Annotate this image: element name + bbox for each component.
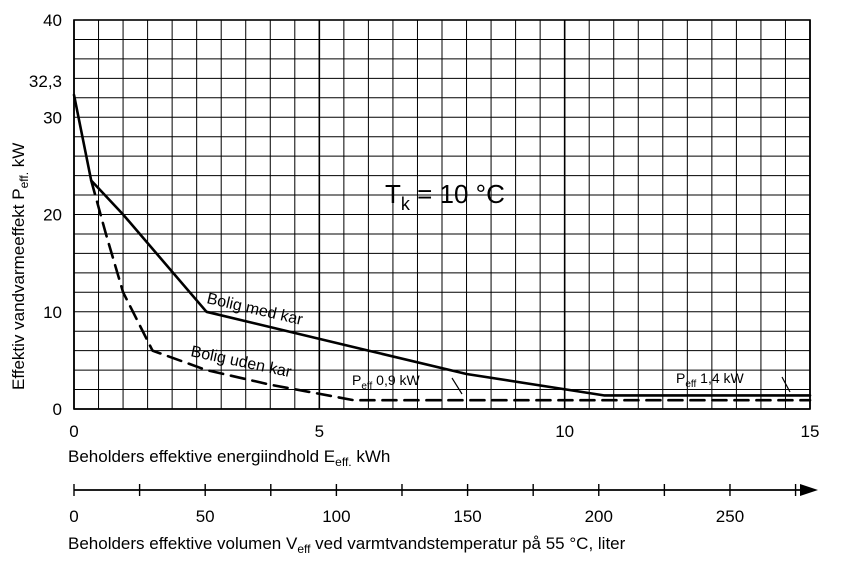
y-tick-label: 0 (53, 400, 62, 419)
y-tick-label: 10 (43, 303, 62, 322)
series-layer (72, 93, 812, 402)
x-tick-label: 15 (801, 422, 820, 441)
volume-tick-label: 0 (69, 507, 78, 526)
x-axis-ticks: 0 5 10 15 (69, 422, 819, 441)
volume-axis: 0 50 100 150 200 250 (69, 484, 818, 526)
x-tick-label: 5 (315, 422, 324, 441)
peff-annotation-1-4: Peff 1,4 kW (676, 370, 745, 390)
volume-tick-label: 250 (716, 507, 744, 526)
y-tick-label: 40 (43, 11, 62, 30)
x-tick-label: 0 (69, 422, 78, 441)
volume-tick-label: 100 (322, 507, 350, 526)
series-line-uden-kar (89, 179, 812, 402)
peff-annotation-0-9-leader (451, 377, 463, 395)
grid (73, 19, 811, 410)
y-tick-label: 30 (43, 108, 62, 127)
y-tick-label-peak: 32,3 (29, 72, 62, 91)
plot-frame (73, 19, 811, 410)
series-label-uden-kar: Bolig uden kar (189, 343, 293, 381)
volume-axis-arrow (800, 484, 818, 496)
volume-tick-label: 200 (585, 507, 613, 526)
x-axis-title: Beholders effektive energiindhold Eeff. … (68, 447, 390, 469)
temperature-annotation: Tk = 10 °C (385, 179, 505, 214)
x-tick-label: 10 (555, 422, 574, 441)
volume-tick-label: 150 (453, 507, 481, 526)
series-line-med-kar (72, 93, 812, 397)
peff-annotation-1-4-leader (781, 376, 791, 393)
y-axis-ticks: 0 10 20 30 40 32,3 (29, 11, 62, 419)
y-tick-label: 20 (43, 206, 62, 225)
peff-annotation-0-9: Peff 0,9 kW (352, 372, 421, 392)
volume-axis-title: Beholders effektive volumen Veff ved var… (68, 534, 626, 556)
y-axis-title: Effektiv vandvarmeeffekt Peff. kW (9, 143, 31, 390)
volume-tick-label: 50 (196, 507, 215, 526)
